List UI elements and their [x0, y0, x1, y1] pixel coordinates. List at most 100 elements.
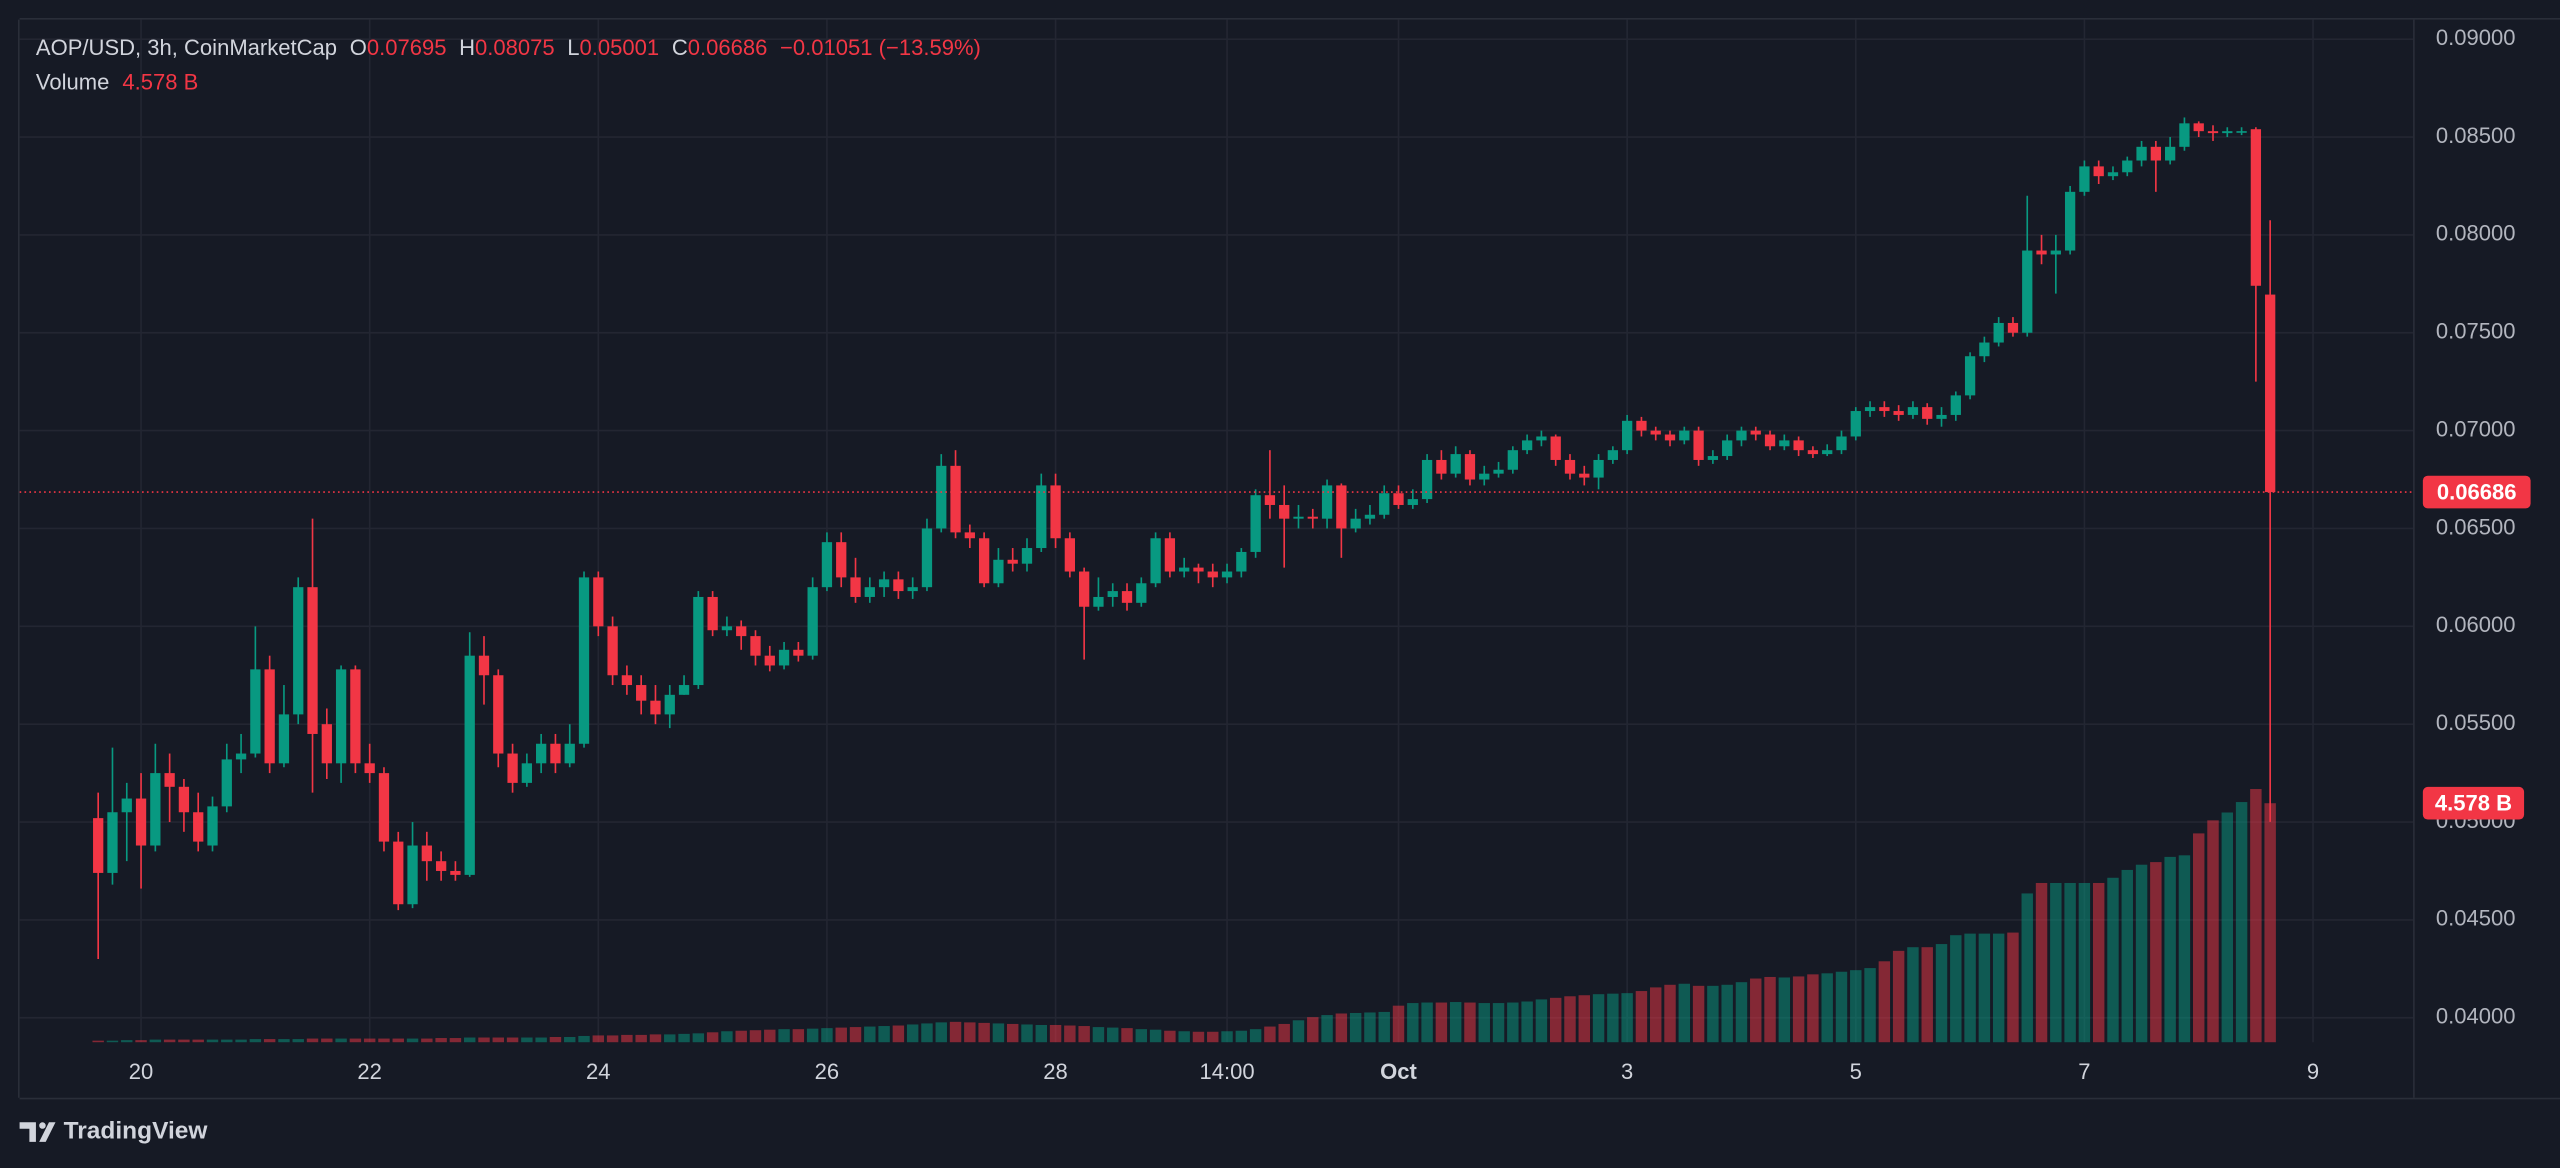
volume-bar	[1635, 991, 1648, 1043]
candle-body	[1936, 414, 1947, 419]
candle-body	[907, 587, 918, 592]
volume-bar	[606, 1035, 619, 1043]
volume-bar	[392, 1038, 404, 1043]
volume-bar	[2064, 882, 2076, 1043]
volume-bar	[1464, 1002, 1476, 1043]
candle-body	[1179, 567, 1190, 572]
candle-body	[1121, 591, 1133, 603]
brand-name: TradingView	[64, 1118, 209, 1145]
volume-bar	[1492, 1003, 1505, 1043]
volume-bar	[2264, 803, 2276, 1043]
l-label: L	[567, 35, 579, 60]
x-tick-label: 9	[2307, 1059, 2319, 1084]
volume-pane	[92, 789, 2276, 1043]
candle-body	[1293, 516, 1304, 519]
volume-bar	[1392, 1005, 1405, 1043]
candle-body	[364, 763, 375, 774]
candle-body	[2107, 172, 2119, 177]
volume-bar	[2221, 812, 2234, 1043]
last-price-label: 0.06686	[2437, 480, 2517, 505]
volume-bar	[163, 1039, 176, 1043]
candle-body	[1850, 411, 1861, 437]
candle-body	[1779, 440, 1790, 447]
volume-bar	[1192, 1031, 1205, 1043]
candle-body	[1236, 551, 1247, 572]
volume-tag-label: 4.578 B	[2435, 791, 2512, 816]
volume-bar	[249, 1039, 262, 1043]
axes: 0.040000.045000.050000.055000.060000.065…	[129, 25, 2531, 1084]
candle-body	[493, 675, 504, 754]
candle-body	[107, 812, 118, 873]
volume-bar	[706, 1032, 719, 1043]
candle-body	[1364, 514, 1376, 519]
candle-body	[278, 714, 290, 764]
volume-bar	[2021, 893, 2033, 1043]
volume-bar	[778, 1029, 790, 1043]
volume-bar	[1778, 977, 1791, 1043]
volume-bar	[735, 1030, 747, 1043]
candle-body	[1164, 538, 1176, 572]
candle-body	[2064, 191, 2076, 251]
volume-bar	[2035, 882, 2048, 1043]
candle-body	[536, 743, 547, 764]
candle-body	[521, 763, 533, 783]
h-label: H	[459, 35, 475, 60]
brand-logo-dot	[39, 1122, 46, 1129]
candle-body	[1393, 493, 1404, 505]
volume-bar	[906, 1024, 919, 1043]
volume-bar	[635, 1034, 647, 1043]
volume-bar	[2078, 882, 2091, 1043]
symbol: AOP/USD, 3h, CoinMarketCap	[36, 35, 337, 60]
candle-body	[235, 753, 247, 760]
y-tick-label: 0.04000	[2436, 1004, 2516, 1029]
volume-bar	[1978, 933, 1991, 1043]
volume-bar	[549, 1036, 562, 1043]
candle-body	[978, 538, 990, 584]
volume-bar	[649, 1034, 662, 1043]
candle-body	[1021, 548, 1033, 564]
candle-body	[135, 798, 147, 846]
volume-bar	[992, 1023, 1005, 1043]
volume-bar	[1578, 995, 1590, 1043]
x-tick-label: 26	[815, 1059, 840, 1084]
volume-bar	[892, 1025, 905, 1043]
volume-bar	[1307, 1017, 1319, 1043]
volume-bar	[521, 1037, 533, 1043]
candle-body	[1622, 420, 1633, 451]
c-label: C	[672, 35, 688, 60]
o-label: O	[350, 35, 367, 60]
volume-bar	[1878, 961, 1891, 1043]
candle-body	[1979, 342, 1990, 357]
x-tick-label: 3	[1621, 1059, 1633, 1084]
volume-bar	[2150, 862, 2162, 1043]
volume-bar	[1735, 982, 1748, 1043]
candle-body	[221, 759, 232, 807]
volume-bar	[921, 1023, 933, 1043]
y-tick-label: 0.04500	[2436, 906, 2516, 931]
volume-bar	[1335, 1013, 1348, 1043]
candle-body	[1221, 571, 1233, 578]
candle-body	[1993, 322, 2004, 343]
candle-body	[207, 806, 218, 846]
volume-bar	[1221, 1031, 1233, 1043]
volume-bar	[1507, 1002, 1519, 1043]
candle-body	[1907, 407, 1919, 415]
candle-body	[950, 465, 961, 533]
volume-bar	[1407, 1003, 1419, 1043]
volume-bar	[406, 1038, 419, 1043]
candle-body	[478, 655, 490, 676]
candle-body	[178, 786, 190, 813]
candle-body	[93, 818, 104, 873]
volume-bar	[1821, 973, 1833, 1043]
candle-body	[1407, 499, 1418, 505]
candle-body	[2265, 294, 2276, 493]
candle-body	[936, 465, 947, 529]
candle-body	[264, 669, 275, 764]
candle-body	[1864, 407, 1876, 412]
candle-body	[1550, 436, 1561, 460]
volume-bar	[2050, 882, 2062, 1043]
y-tick-label: 0.06500	[2436, 514, 2516, 539]
candle-body	[793, 649, 804, 656]
volume-bar	[978, 1022, 990, 1043]
volume-bar	[106, 1040, 119, 1043]
